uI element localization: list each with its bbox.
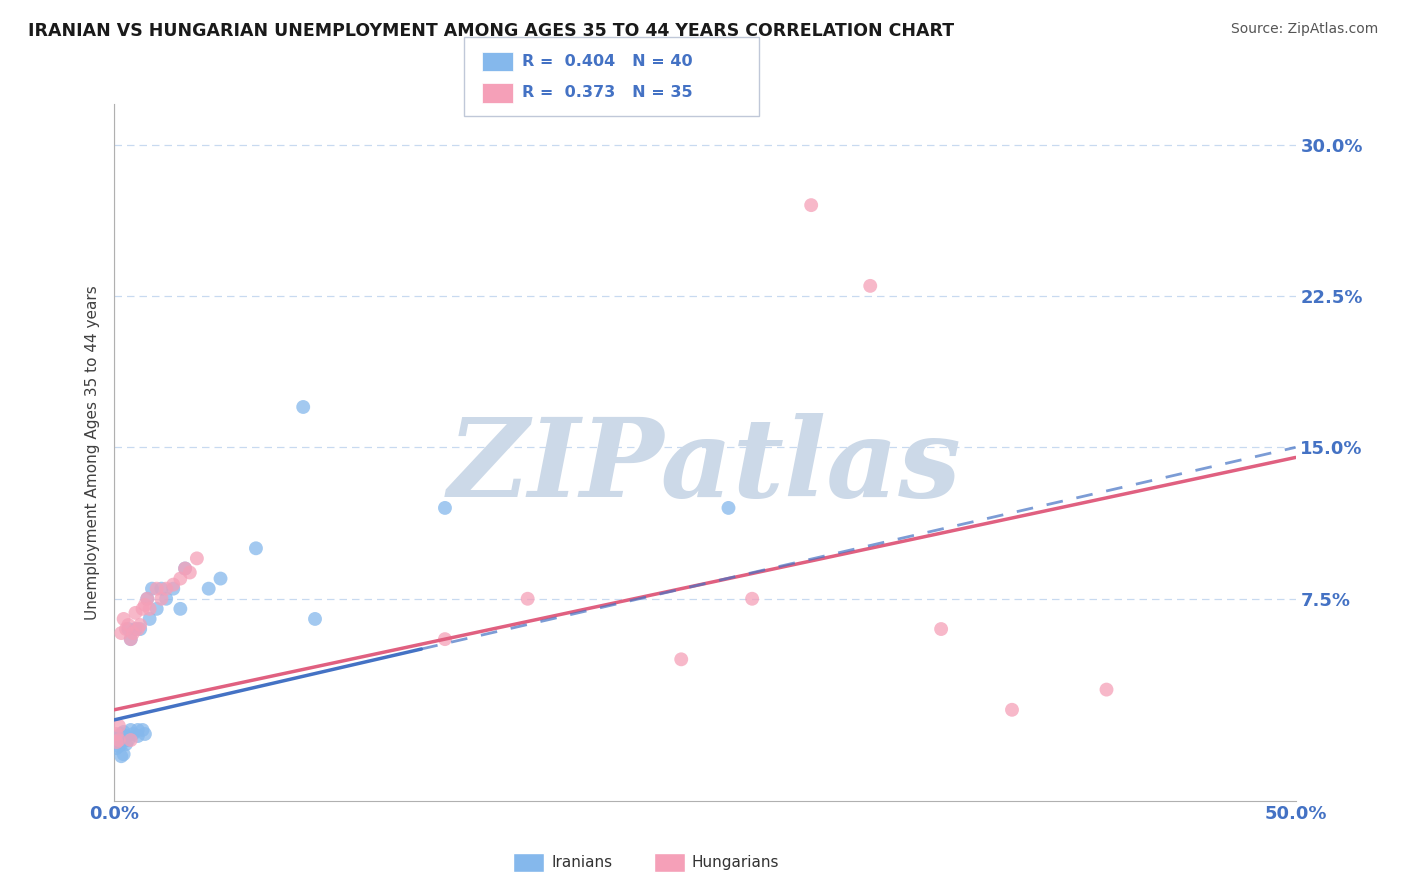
Point	[174, 561, 197, 575]
Point	[433, 632, 456, 647]
Point	[120, 733, 142, 747]
Point	[105, 741, 128, 756]
Point	[800, 198, 823, 212]
Point	[174, 561, 197, 575]
Text: IRANIAN VS HUNGARIAN UNEMPLOYMENT AMONG AGES 35 TO 44 YEARS CORRELATION CHART: IRANIAN VS HUNGARIAN UNEMPLOYMENT AMONG …	[28, 22, 955, 40]
Text: R =  0.404   N = 40: R = 0.404 N = 40	[522, 54, 692, 69]
Point	[145, 602, 167, 616]
Point	[141, 582, 163, 596]
Point	[112, 612, 135, 626]
Point	[169, 572, 191, 586]
Point	[138, 612, 160, 626]
Point	[108, 729, 131, 743]
Point	[127, 622, 149, 636]
Point	[115, 729, 138, 743]
Point	[131, 602, 153, 616]
Text: R =  0.373   N = 35: R = 0.373 N = 35	[522, 86, 692, 100]
Point	[127, 723, 149, 737]
Point	[117, 618, 139, 632]
Point	[105, 735, 128, 749]
Point	[117, 622, 139, 636]
Point	[162, 582, 184, 596]
Point	[859, 278, 882, 293]
Point	[124, 606, 146, 620]
Point	[134, 727, 156, 741]
Text: Source: ZipAtlas.com: Source: ZipAtlas.com	[1230, 22, 1378, 37]
Point	[150, 582, 173, 596]
Point	[138, 602, 160, 616]
Point	[516, 591, 538, 606]
Point	[929, 622, 952, 636]
Point	[110, 626, 132, 640]
Point	[110, 727, 132, 741]
Point	[433, 500, 456, 515]
Point	[169, 602, 191, 616]
Point	[162, 577, 184, 591]
Point	[131, 723, 153, 737]
Point	[134, 598, 156, 612]
Point	[124, 622, 146, 636]
Point	[108, 731, 131, 745]
Point	[122, 727, 145, 741]
Point	[136, 591, 159, 606]
Point	[292, 400, 315, 414]
Point	[186, 551, 208, 566]
Point	[245, 541, 267, 556]
Point	[304, 612, 326, 626]
Point	[115, 737, 138, 751]
Point	[110, 737, 132, 751]
Point	[115, 622, 138, 636]
Point	[120, 632, 142, 647]
Point	[120, 632, 142, 647]
Point	[108, 733, 131, 747]
Point	[150, 591, 173, 606]
Point	[127, 729, 149, 743]
Y-axis label: Unemployment Among Ages 35 to 44 years: Unemployment Among Ages 35 to 44 years	[86, 285, 100, 620]
Point	[671, 652, 693, 666]
Point	[179, 566, 201, 580]
Point	[155, 591, 177, 606]
Point	[112, 747, 135, 762]
Point	[120, 723, 142, 737]
Point	[129, 622, 152, 636]
Point	[122, 626, 145, 640]
Text: Iranians: Iranians	[551, 855, 612, 870]
Point	[209, 572, 232, 586]
Point	[136, 591, 159, 606]
Point	[112, 725, 135, 739]
Point	[108, 739, 131, 753]
Point	[105, 727, 128, 741]
Point	[741, 591, 763, 606]
Point	[145, 582, 167, 596]
Point	[155, 582, 177, 596]
Point	[129, 618, 152, 632]
Point	[110, 749, 132, 764]
Point	[197, 582, 219, 596]
Text: Hungarians: Hungarians	[692, 855, 779, 870]
Point	[108, 719, 131, 733]
Point	[717, 500, 740, 515]
Point	[1001, 703, 1024, 717]
Point	[1095, 682, 1118, 697]
Point	[112, 733, 135, 747]
Point	[117, 733, 139, 747]
Text: ZIPatlas: ZIPatlas	[449, 413, 962, 520]
Point	[105, 735, 128, 749]
